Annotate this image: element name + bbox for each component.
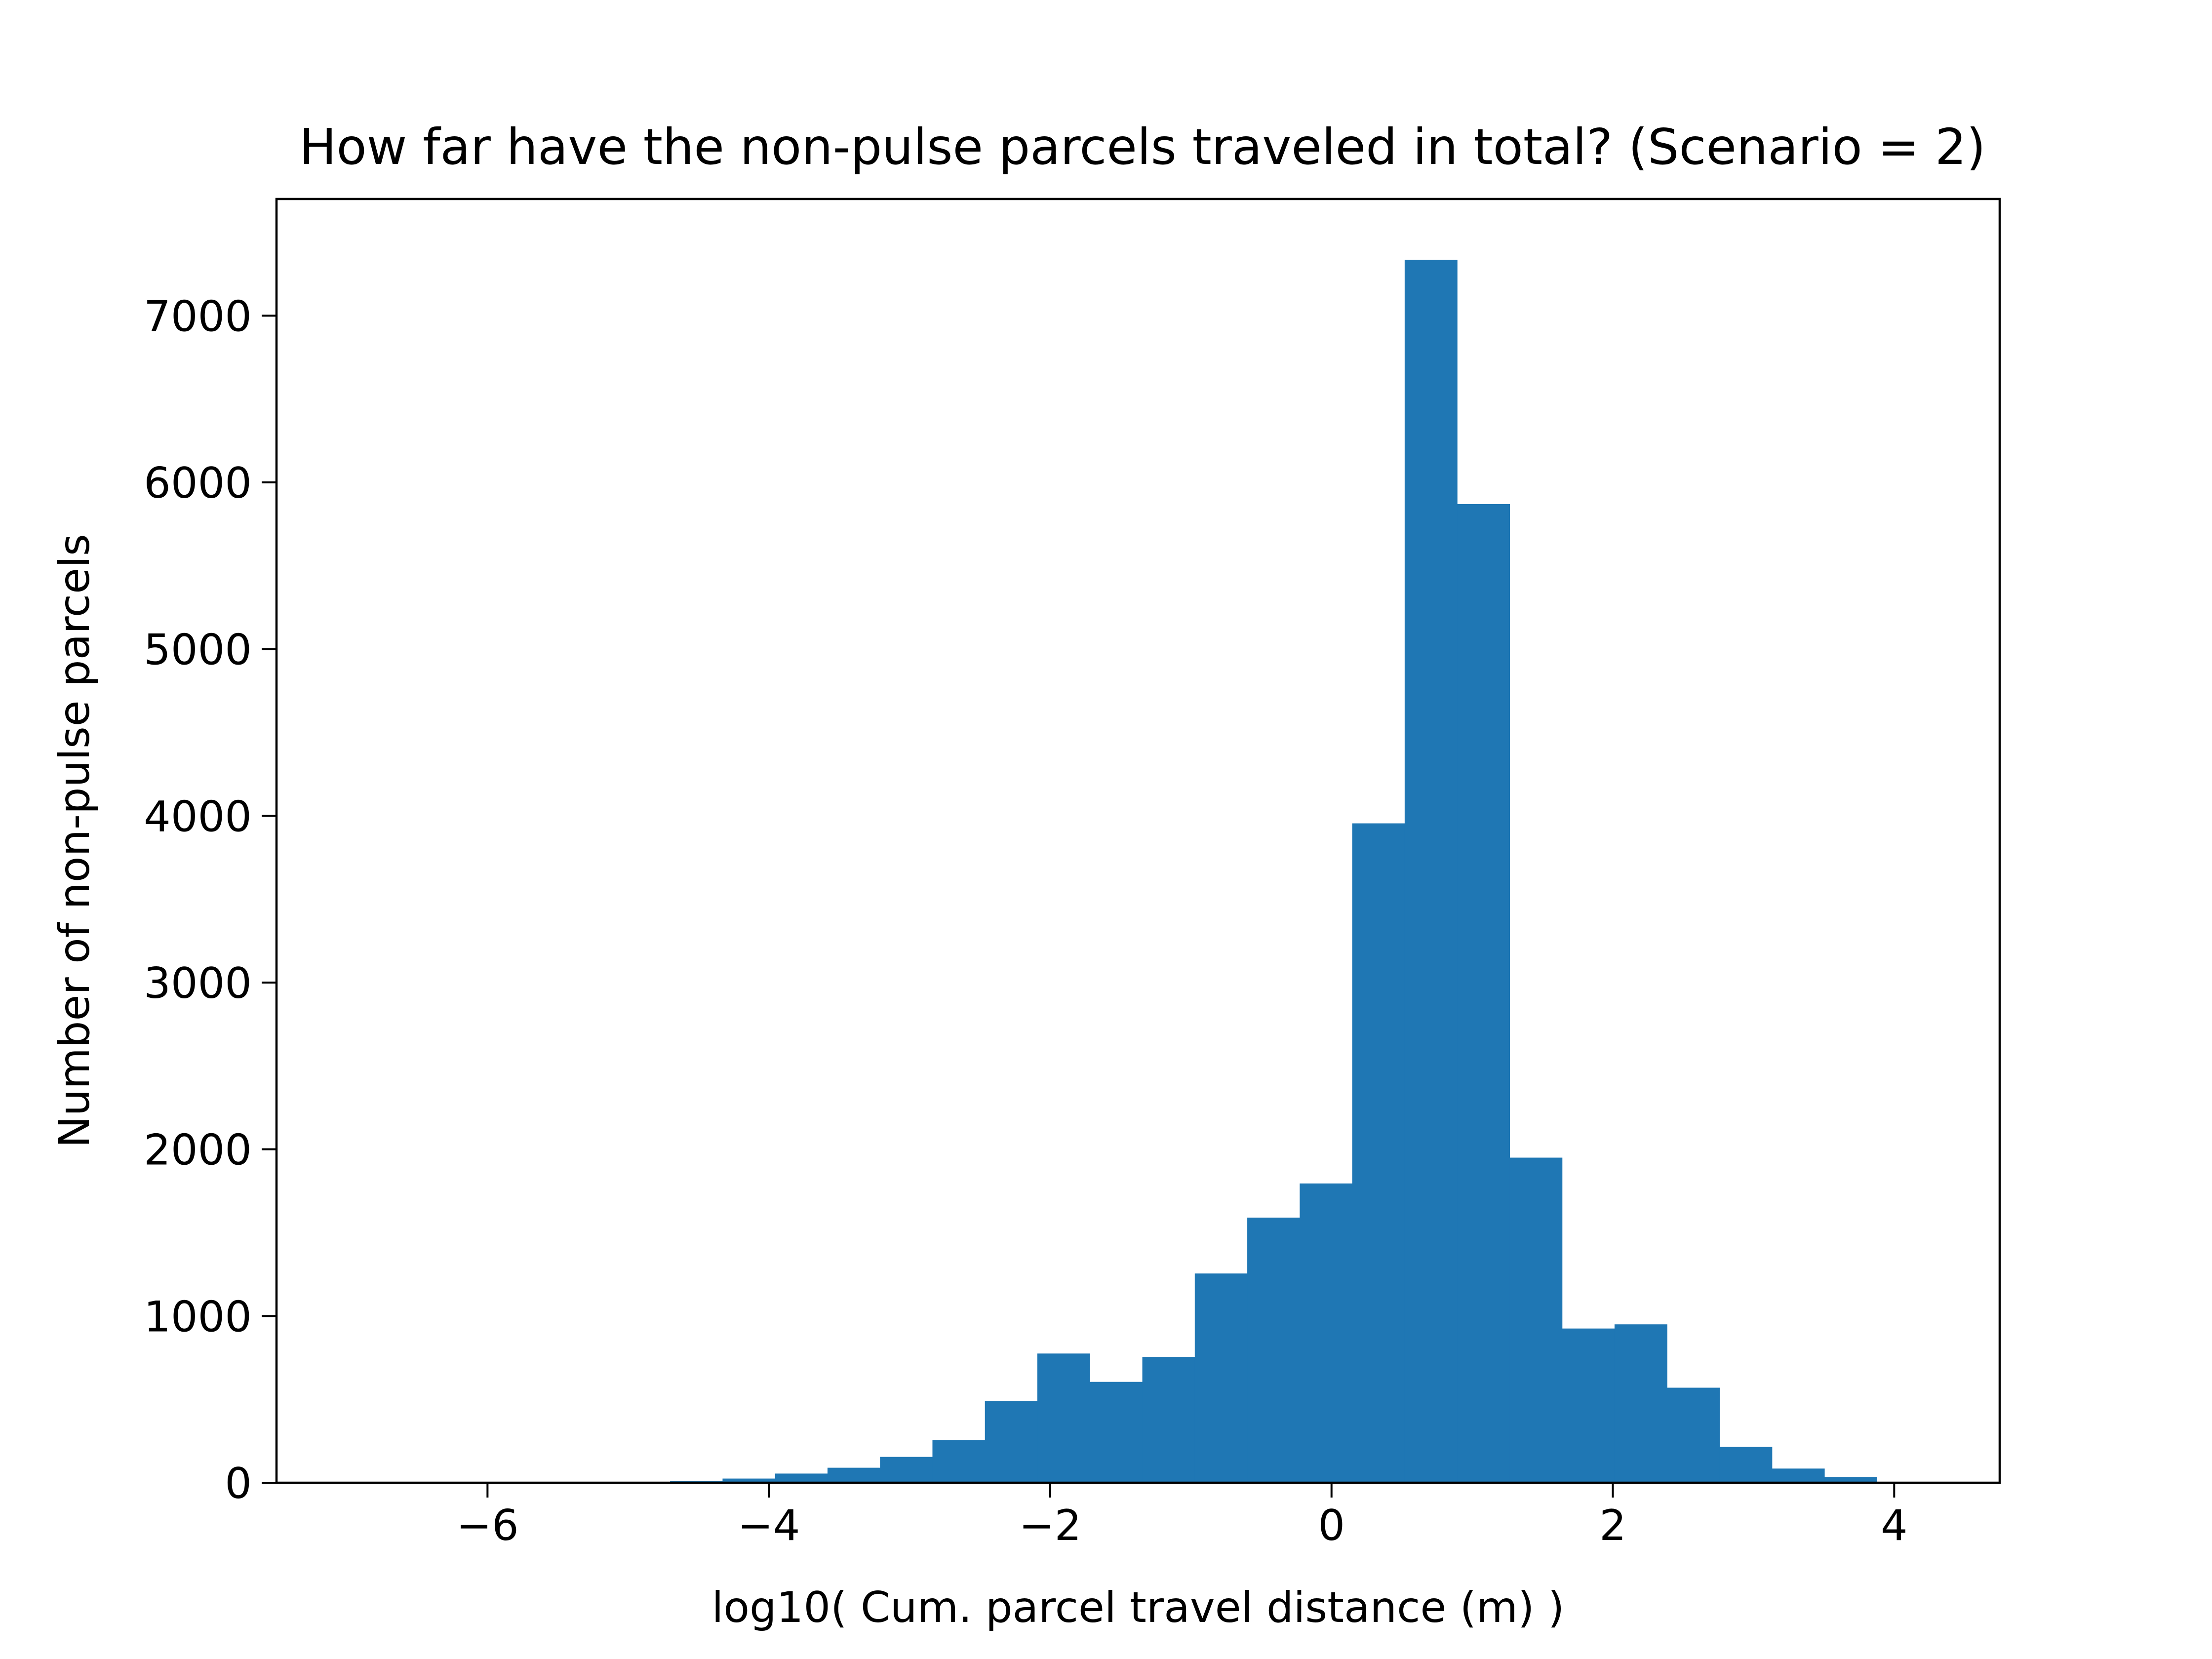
y-tick-label: 1000 [144,1292,252,1342]
y-tick-label: 0 [225,1459,252,1508]
histogram-bar [827,1467,880,1483]
histogram-bar [985,1401,1038,1483]
y-tick-label: 7000 [144,292,252,341]
histogram-bar [880,1457,933,1483]
x-tick-label: 2 [1599,1501,1626,1550]
x-tick-label: −2 [1019,1501,1082,1550]
histogram-bar [1352,823,1405,1483]
histogram-bar [1562,1328,1615,1483]
y-tick-label: 5000 [144,626,252,675]
histogram-bar [1090,1382,1143,1483]
x-tick-label: 4 [1881,1501,1908,1550]
histogram-bar [1509,1157,1563,1483]
x-tick-label: −4 [738,1501,800,1550]
chart-title: How far have the non-pulse parcels trave… [299,118,1985,176]
plot-frame [275,198,2001,1484]
histogram-bar [1457,504,1510,1483]
histogram-bar [1037,1353,1090,1483]
histogram-bar [1719,1447,1773,1483]
histogram-bar [1142,1357,1195,1483]
histogram-bar [1300,1183,1353,1483]
y-tick-label: 4000 [144,792,252,841]
y-tick-label: 3000 [144,959,252,1008]
histogram-bars [355,260,1930,1483]
histogram-bar [1194,1273,1248,1483]
x-tick-label: 0 [1318,1501,1345,1550]
histogram-bar [1404,260,1458,1483]
y-axis-label: Number of non-pulse parcels [50,534,99,1147]
histogram-bar [1772,1468,1825,1483]
histogram-bar [1247,1218,1300,1483]
histogram-bar [722,1478,776,1483]
histogram-bar [1824,1477,1877,1483]
y-tick-label: 2000 [144,1126,252,1175]
histogram-bar [932,1440,986,1483]
histogram-bar [1614,1324,1667,1483]
histogram-bar [775,1473,828,1483]
histogram-bar [1667,1387,1720,1483]
x-axis-label: log10( Cum. parcel travel distance (m) ) [712,1583,1565,1632]
x-tick-label: −6 [456,1501,519,1550]
x-axis-ticks: −6 −4 −2 0 2 4 [456,1483,1908,1550]
y-axis-ticks: 0 1000 2000 3000 4000 5000 6000 7000 [144,292,276,1508]
y-tick-label: 6000 [144,459,252,508]
